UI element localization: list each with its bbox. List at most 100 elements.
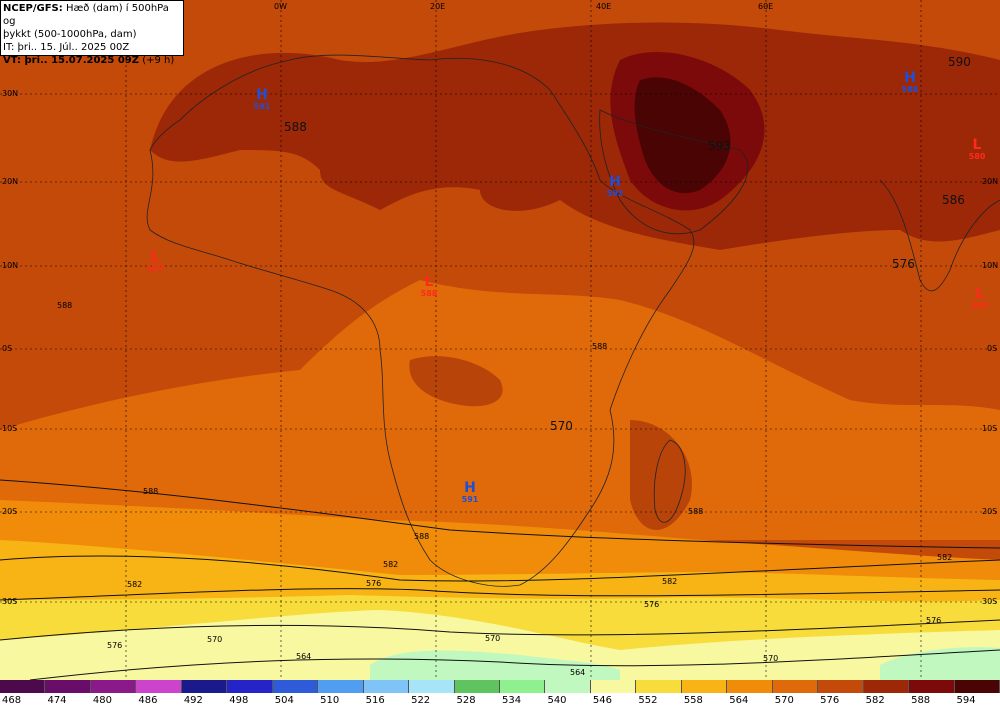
legend-swatch — [909, 680, 955, 693]
title-valid-time: VT: þri.. 15.07.2025 09Z — [3, 55, 140, 66]
lat-label: 10S — [2, 424, 18, 433]
lat-label: 0S — [987, 344, 998, 353]
thickness-map — [0, 0, 1000, 680]
legend-tick: 468 — [2, 695, 22, 706]
legend-swatch — [227, 680, 273, 693]
legend-swatch — [181, 680, 228, 693]
graticule — [0, 0, 1000, 680]
contour-label: 588 — [592, 342, 608, 351]
contour-label: 582 — [383, 560, 399, 569]
contour-label: 576 — [644, 600, 660, 609]
legend-tick: 498 — [229, 695, 249, 706]
title-lead: (+9 h) — [142, 55, 175, 66]
coastline-arabia — [599, 109, 749, 235]
legend-swatch — [363, 680, 410, 693]
contour-label: 582 — [127, 580, 143, 589]
low-center: L 580 — [968, 137, 986, 161]
lon-label: 20E — [430, 2, 446, 11]
legend-tick: 588 — [911, 695, 931, 706]
height-label: 576 — [892, 257, 915, 271]
legend-swatch — [0, 680, 46, 693]
legend-swatch — [500, 680, 546, 693]
color-legend: 468 474 480 486 492 498 504 510 516 522 528 534 540 5… — [0, 680, 1000, 709]
high-center: H 592 — [606, 174, 624, 198]
contour-label: 588 — [57, 301, 73, 310]
contour-label: 582 — [937, 553, 953, 562]
legend-tick: 492 — [183, 695, 203, 706]
lon-label: 60E — [758, 2, 774, 11]
contour-label: 588 — [688, 507, 704, 516]
legend-tick: 558 — [683, 695, 703, 706]
lat-label: 0S — [2, 344, 13, 353]
contour-label: 588 — [414, 532, 430, 541]
high-center: H 591 — [253, 87, 271, 111]
legend-swatch — [136, 680, 182, 693]
band-570-576 — [0, 280, 1000, 540]
legend-swatch — [636, 680, 682, 693]
height-label: 590 — [948, 55, 971, 69]
patch-central — [409, 356, 503, 407]
title-line2: þykkt (500-1000hPa, dam) — [3, 29, 137, 40]
low-center: L 587 — [146, 249, 164, 273]
title-init-time: IT: þri.. 15. Júl.. 2025 00Z — [3, 42, 130, 53]
lat-label: 10N — [2, 261, 19, 270]
coastline-africa — [146, 54, 695, 587]
lat-label: 20N — [982, 177, 999, 186]
legend-tick: 522 — [411, 695, 431, 706]
height-label: 588 — [284, 120, 307, 134]
height-label: 593 — [708, 139, 731, 153]
legend-swatch — [681, 680, 728, 693]
band-582-588 — [150, 22, 1000, 250]
lat-label: 10N — [982, 261, 999, 270]
legend-tick: 474 — [47, 695, 67, 706]
low-center: L 588 — [420, 274, 438, 298]
lat-label: 10S — [982, 424, 998, 433]
height-contours — [0, 479, 1000, 680]
contour-label: 576 — [926, 616, 942, 625]
legend-tick: 594 — [956, 695, 976, 706]
legend-swatch — [409, 680, 455, 693]
legend-swatch — [954, 680, 1000, 693]
contour-label: 570 — [207, 635, 223, 644]
contour-label: 576 — [366, 579, 382, 588]
legend-tick: 516 — [365, 695, 385, 706]
legend-swatch — [727, 680, 773, 693]
legend-swatch — [772, 680, 819, 693]
legend-tick: 582 — [865, 695, 885, 706]
legend-swatch — [818, 680, 864, 693]
legend-tick: 486 — [138, 695, 158, 706]
legend-tick: 546 — [592, 695, 612, 706]
legend-swatch — [545, 680, 591, 693]
contour-label: 564 — [296, 652, 312, 661]
band-594-plus — [634, 77, 731, 194]
contour-label: 588 — [143, 487, 159, 496]
legend-tick: 510 — [320, 695, 340, 706]
legend-tick: 576 — [820, 695, 840, 706]
legend-swatch — [90, 680, 137, 693]
band-540-546 — [370, 650, 620, 680]
legend-tick: 480 — [92, 695, 112, 706]
legend-swatch — [318, 680, 364, 693]
lat-label: 30S — [982, 597, 998, 606]
legend-swatch — [45, 680, 91, 693]
lat-label: 30N — [2, 89, 19, 98]
contour-label: 582 — [662, 577, 678, 586]
contour-label: 564 — [570, 668, 586, 677]
legend-tick: 552 — [638, 695, 658, 706]
patch-madagascar — [630, 420, 692, 530]
legend-swatch — [590, 680, 637, 693]
high-center: H 591 — [461, 480, 479, 504]
lat-label: 20S — [982, 507, 998, 516]
title-line1: Hæð (dam) í 500hPa og — [3, 3, 169, 27]
chart-title-box: NCEP/GFS: Hæð (dam) í 500hPa og þykkt (5… — [0, 0, 184, 66]
lon-label: 0W — [274, 2, 287, 11]
title-model: NCEP/GFS: — [3, 3, 63, 14]
contour-label: 570 — [485, 634, 501, 643]
lat-label: 20S — [2, 507, 18, 516]
lon-label: 40E — [596, 2, 612, 11]
legend-swatch — [863, 680, 910, 693]
legend-tick: 540 — [547, 695, 567, 706]
height-label: 570 — [550, 419, 573, 433]
contour-label: 570 — [763, 654, 779, 663]
